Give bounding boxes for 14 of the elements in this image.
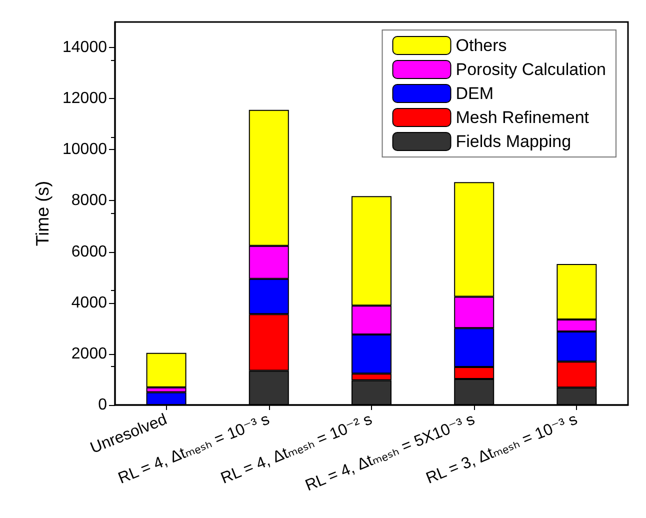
y-tick-label: 10000	[62, 141, 108, 158]
y-tick-label: 2000	[71, 345, 108, 362]
y-axis-title: Time (s)	[32, 180, 53, 246]
y-tick-label: 6000	[71, 243, 108, 260]
y-tick-label: 4000	[71, 294, 108, 312]
legend-label: Fields Mapping	[456, 132, 572, 151]
y-tick-label: 0	[98, 396, 108, 414]
legend-label: DEM	[456, 84, 494, 103]
y-tick-label: 8000	[71, 192, 108, 210]
y-tick-label: 12000	[62, 90, 108, 108]
y-tick-label: 14000	[62, 39, 108, 56]
legend-label: Porosity Calculation	[456, 60, 606, 79]
legend-label: Mesh Refinement	[456, 108, 590, 127]
legend-label: Others	[456, 36, 507, 55]
